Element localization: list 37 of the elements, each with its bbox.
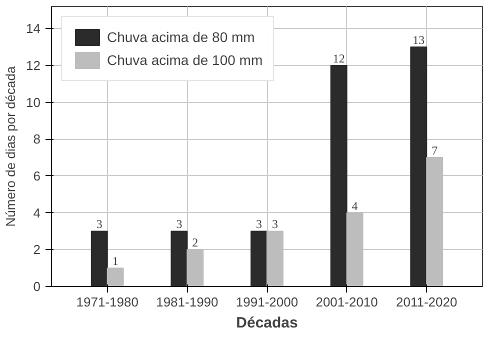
data-label: 12 [332, 51, 345, 66]
x-tick-label: 1981-1990 [156, 294, 218, 310]
data-label: 1 [112, 254, 118, 268]
y-tick-label: 10 [26, 94, 41, 110]
bar [410, 46, 428, 286]
x-tick-label: 1971-1980 [76, 294, 138, 310]
data-label: 3 [272, 217, 278, 232]
legend-label: Chuva acima de 80 mm [107, 29, 255, 45]
data-label: 3 [176, 217, 182, 232]
x-axis-title: Décadas [236, 314, 298, 332]
y-tick-label: 12 [26, 58, 41, 73]
y-tick-label: 4 [33, 205, 41, 220]
y-axis-title: Número de dias por década [3, 66, 18, 227]
y-tick-label: 2 [33, 242, 41, 258]
x-tick-label: 1991-2000 [236, 294, 298, 310]
y-tick-label: 8 [33, 132, 41, 147]
bar [186, 249, 204, 286]
data-label: 13 [412, 33, 425, 48]
y-tick-label: 0 [33, 279, 41, 294]
data-label: 4 [352, 198, 358, 213]
data-label: 2 [192, 236, 198, 250]
bar [426, 157, 444, 286]
bar [346, 212, 364, 286]
bar [266, 230, 284, 286]
bar [106, 268, 124, 286]
bar [330, 64, 348, 286]
legend-label: Chuva acima de 100 mm [107, 52, 263, 68]
data-label: 7 [432, 144, 438, 158]
y-tick-label: 14 [26, 21, 41, 36]
bar [250, 230, 268, 286]
x-tick-label: 2001-2010 [316, 294, 378, 310]
y-tick-label: 6 [33, 168, 41, 184]
x-tick-label: 2011-2020 [396, 294, 458, 310]
data-label: 3 [96, 217, 102, 232]
bar [170, 230, 188, 286]
data-label: 3 [256, 217, 262, 232]
bar [90, 230, 108, 286]
